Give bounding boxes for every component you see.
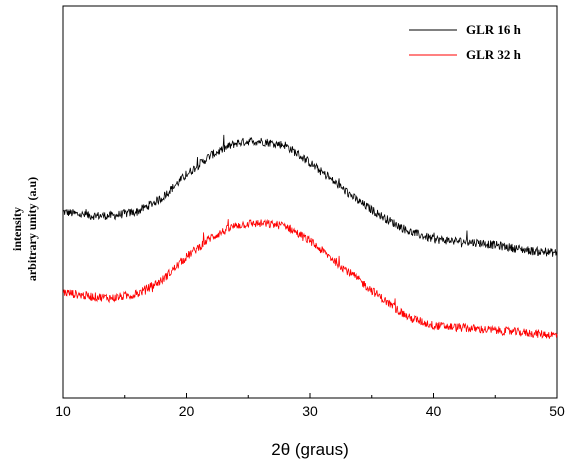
- x-axis-ticks: 10 20 30 40 50: [55, 393, 565, 419]
- series-line-glr32: [62, 218, 558, 339]
- legend: GLR 16 h GLR 32 h: [409, 22, 522, 62]
- series-line-glr16: [62, 134, 558, 257]
- legend-label-glr16: GLR 16 h: [466, 22, 522, 37]
- x-tick-label: 10: [55, 403, 71, 419]
- x-axis-title: 2θ (graus): [271, 440, 348, 459]
- series-layer: [62, 134, 558, 339]
- x-tick-label: 20: [179, 403, 195, 419]
- legend-label-glr32: GLR 32 h: [466, 47, 522, 62]
- y-axis-title-line-1: intensity: [10, 207, 24, 251]
- x-tick-label: 30: [302, 403, 318, 419]
- x-tick-label: 40: [426, 403, 442, 419]
- x-tick-label: 50: [549, 403, 565, 419]
- y-axis-title-line-2: arbitrary unity (a.u): [25, 177, 39, 281]
- plot-frame: [62, 5, 558, 399]
